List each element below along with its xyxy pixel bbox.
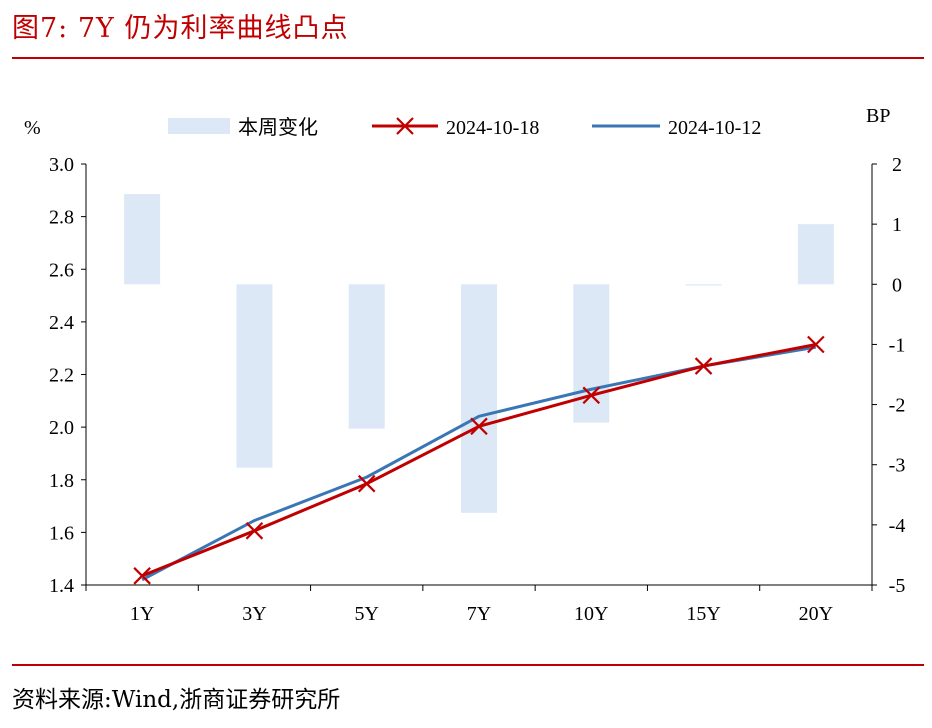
bar-7Y	[461, 284, 497, 513]
point-2024-10-18-1Y	[133, 567, 151, 585]
axes-layer: 3.0 2.8 2.6 2.4 2.2 2.0 1.8 1.6 1.4% 2 1 0 -1 -2 -3 -4 -…	[24, 105, 905, 625]
x-tick-label-3Y: 3Y	[242, 603, 266, 625]
source-note: 资料来源:Wind,浙商证券研究所	[12, 687, 341, 713]
x-tick-label-20Y: 20Y	[799, 603, 833, 625]
lines-layer	[133, 335, 825, 585]
left-tick-label: 2.2	[49, 365, 74, 387]
x-tick-label-10Y: 10Y	[574, 603, 608, 625]
legend-marker-2024-10-18	[396, 117, 414, 135]
right-tick-label: 2	[892, 154, 902, 176]
left-tick-label: 2.6	[49, 259, 74, 281]
right-axis-label: BP	[866, 105, 890, 127]
right-tick-label: 0	[892, 274, 902, 296]
legend-label-2024-10-12: 2024-10-12	[668, 117, 761, 139]
x-tick-label-1Y: 1Y	[130, 603, 154, 625]
legend-swatch-bar	[168, 118, 230, 134]
point-2024-10-18-15Y	[694, 357, 713, 375]
right-tick-label: -4	[889, 515, 906, 537]
bar-10Y	[573, 284, 610, 423]
left-tick-label: 1.4	[49, 575, 74, 597]
bars-layer	[124, 194, 834, 513]
point-2024-10-18-5Y	[357, 474, 376, 493]
right-tick-label: -2	[889, 395, 906, 417]
legend-label-bar: 本周变化	[238, 116, 318, 139]
right-tick-label: 1	[892, 214, 902, 236]
left-tick-label: 2.4	[49, 312, 74, 334]
left-tick-label: 1.8	[49, 470, 74, 492]
left-axis-label: %	[24, 117, 41, 139]
point-2024-10-18-7Y	[470, 417, 488, 436]
point-2024-10-18-20Y	[807, 335, 825, 354]
bar-3Y	[236, 284, 273, 468]
point-2024-10-18-10Y	[582, 386, 601, 405]
title-rule	[12, 57, 924, 59]
x-tick-label-5Y: 5Y	[354, 603, 378, 625]
bar-5Y	[348, 284, 385, 429]
legend: 本周变化 2024-10-18 2024-10-12	[168, 116, 761, 139]
left-tick-label: 3.0	[49, 154, 74, 176]
legend-label-2024-10-18: 2024-10-18	[446, 117, 539, 139]
left-tick-label: 1.6	[49, 522, 74, 544]
x-tick-label-15Y: 15Y	[686, 603, 720, 625]
right-tick-label: -5	[889, 575, 906, 597]
bar-15Y	[685, 284, 722, 286]
right-tick-label: -3	[889, 455, 906, 477]
left-tick-label: 2.8	[49, 207, 74, 229]
bar-1Y	[124, 194, 161, 285]
left-tick-label: 2.0	[49, 417, 74, 439]
bar-20Y	[797, 224, 834, 285]
figure-title: 图7: 7Y 仍为利率曲线凸点	[12, 13, 349, 44]
x-tick-label-7Y: 7Y	[467, 603, 491, 625]
right-tick-label: -1	[889, 334, 906, 356]
point-2024-10-18-3Y	[245, 522, 264, 540]
source-rule	[12, 664, 924, 666]
